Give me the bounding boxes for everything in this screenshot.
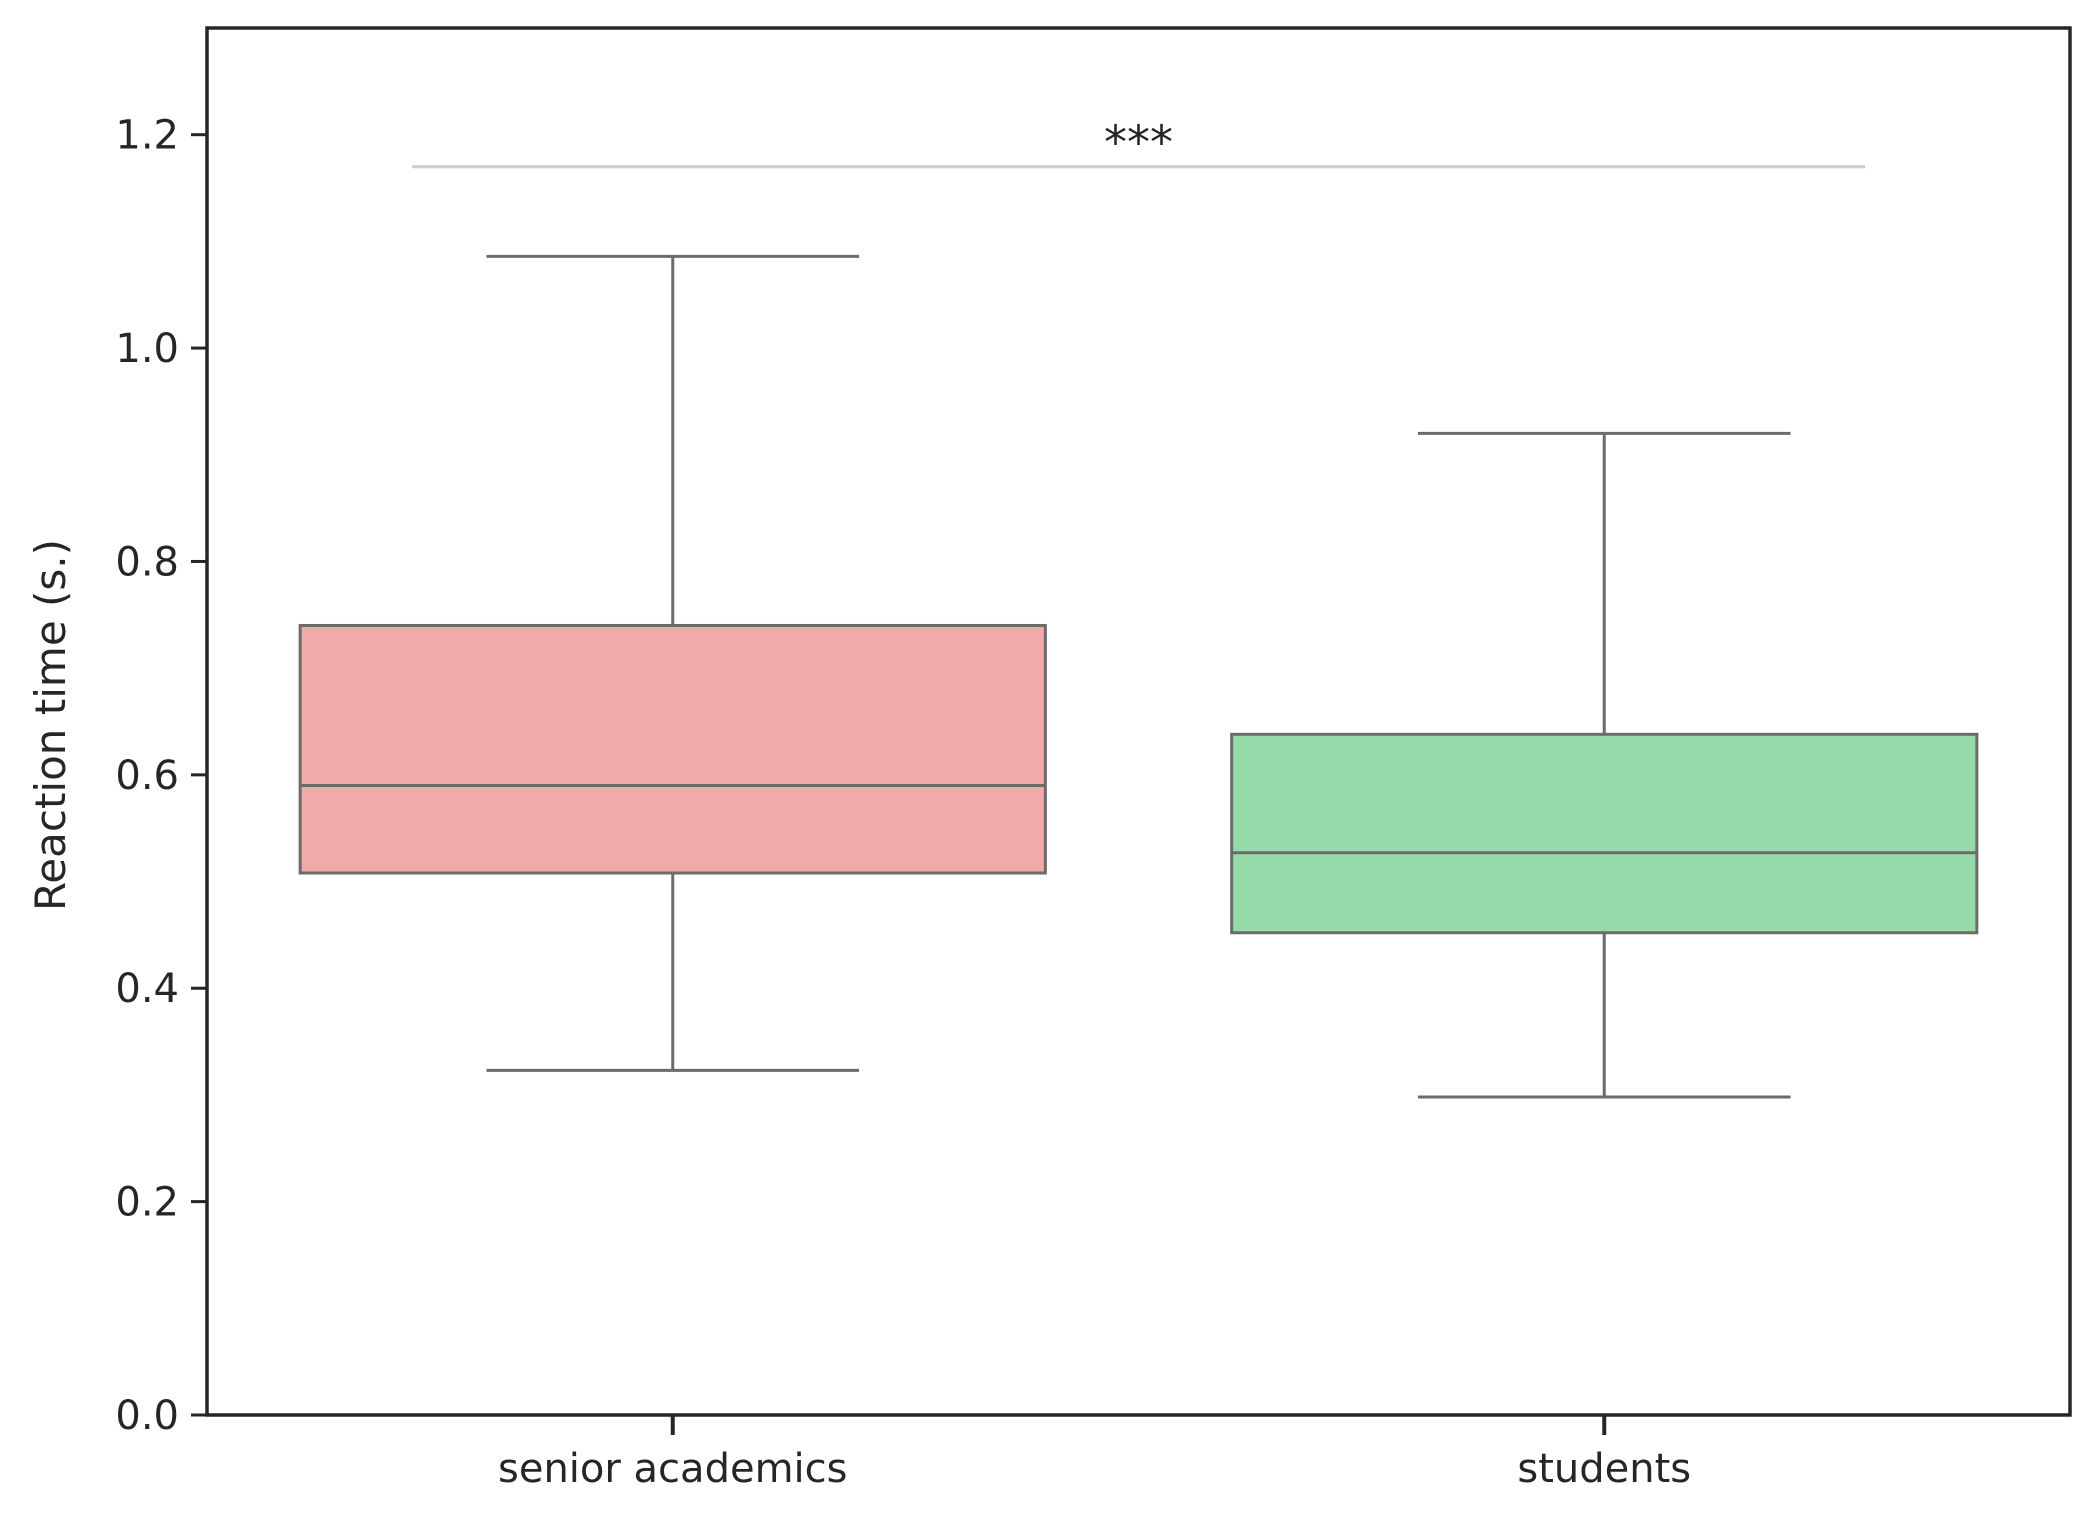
axes: 0.0 0.2 0.4 0.6 0.8 1.0 1.2 senior academics stu… [115,26,2072,1492]
y-tick-label: 0.6 [115,753,179,799]
x-tick-label: senior academics [498,1446,847,1492]
y-tick-label: 1.2 [115,113,179,159]
box [298,623,1047,875]
y-axis-label: Reaction time (s.) [26,539,75,911]
y-tick-label: 0.0 [115,1393,179,1439]
significance-label: *** [1104,116,1173,170]
y-tick-label: 0.2 [115,1180,179,1226]
y-tick-label: 0.4 [115,966,179,1012]
y-tick-label: 0.8 [115,539,179,585]
box-group-senior-academics [298,254,1047,1072]
box [1230,732,1979,935]
plot-marks: *** [298,116,1979,1099]
plot-frame [205,26,2072,1417]
y-tick-label: 1.0 [115,326,179,372]
x-tick-label: students [1517,1446,1691,1492]
box-group-students [1230,431,1979,1099]
